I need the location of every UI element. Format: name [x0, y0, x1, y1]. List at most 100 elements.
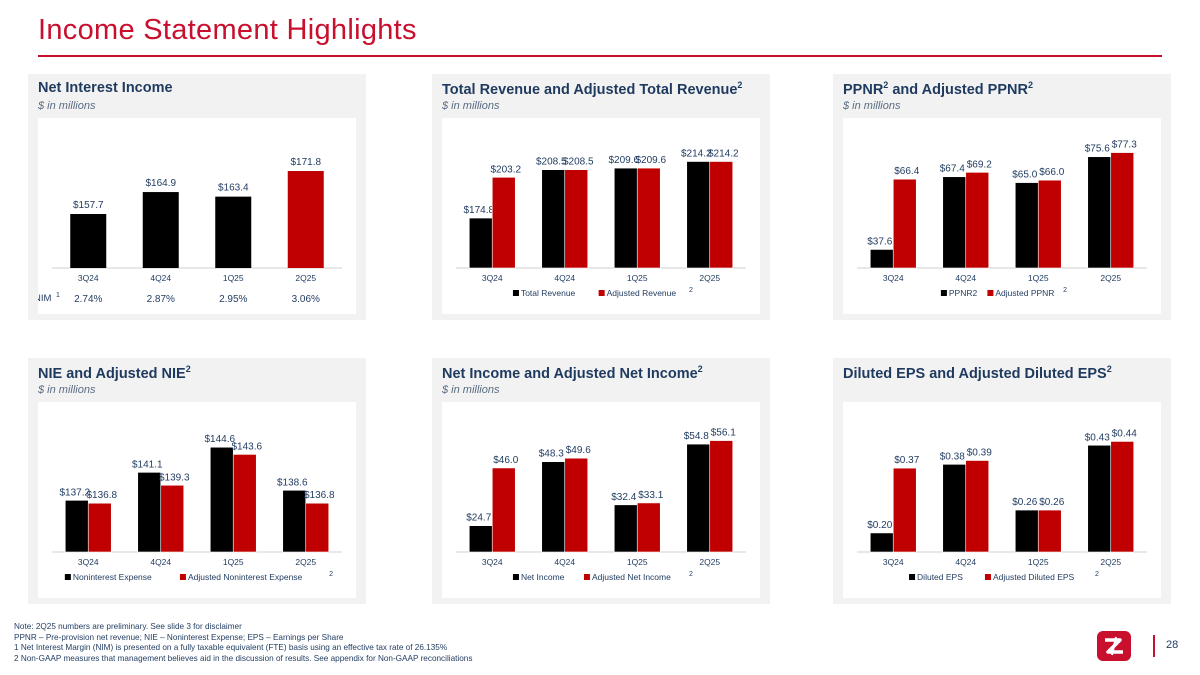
bar [287, 171, 324, 268]
bar [636, 167, 661, 269]
panel-title: Net Interest Income [38, 80, 173, 96]
tick-label: 3Q24 [78, 557, 99, 567]
bar [1037, 509, 1062, 553]
legend-label: Diluted EPS [917, 572, 963, 582]
bar [965, 460, 990, 553]
nie-chart: $137.2$136.83Q24$141.1$139.34Q24$144.6$1… [52, 434, 342, 582]
data-label: $69.2 [967, 159, 992, 170]
legend-superscript: 2 [689, 571, 693, 578]
footnote-line: 2 Non-GAAP measures that management beli… [14, 653, 473, 663]
bar [613, 167, 638, 269]
legend-label: Noninterest Expense [73, 572, 152, 582]
chart-area: $137.2 $136.8 3Q24 $141.1 $139.3 4Q24 $144.6 $1… [38, 402, 356, 598]
data-label: $208.5 [563, 157, 594, 168]
data-label: $139.3 [159, 472, 190, 483]
bar [87, 502, 112, 553]
data-label: $65.0 [1012, 170, 1037, 181]
legend-swatch [583, 574, 590, 580]
nim-value: 2.95% [219, 294, 247, 305]
data-label: $46.0 [493, 455, 518, 466]
tick-label: 2Q25 [1100, 273, 1121, 283]
bar [1014, 182, 1039, 269]
data-label: $144.6 [204, 434, 235, 445]
legend-swatch [940, 290, 947, 296]
bar [564, 169, 589, 269]
data-label: $143.6 [231, 441, 262, 452]
tick-label: 3Q24 [883, 273, 904, 283]
bar [232, 454, 257, 553]
bar [1014, 509, 1039, 553]
tick-label: 1Q25 [223, 273, 244, 283]
data-label: $0.26 [1012, 497, 1037, 508]
bar [709, 440, 734, 553]
tick-label: 3Q24 [78, 273, 99, 283]
tick-label: 2Q25 [295, 273, 316, 283]
panel-title: Diluted EPS and Adjusted Diluted EPS2 [843, 364, 1112, 382]
data-label: $54.8 [684, 431, 709, 442]
bar [64, 500, 89, 553]
legend-label: Adjusted Revenue [607, 288, 677, 298]
bar [942, 464, 967, 553]
panel-title: Net Income and Adjusted Net Income2 [442, 364, 703, 382]
data-label: $66.0 [1039, 167, 1064, 178]
tick-label: 4Q24 [150, 273, 171, 283]
chart-area: $174.8 $203.2 3Q24 $208.5 $208.5 4Q24 $209.6 $2… [442, 118, 760, 314]
bar [892, 467, 917, 553]
legend-label: Adjusted Noninterest Expense [188, 572, 303, 582]
company-logo-icon [1097, 631, 1131, 661]
net-interest-income-chart: $157.7 3Q24 $164.9 4Q24 $163.4 1Q25 $171.8 2Q25… [38, 157, 342, 305]
panel-subtitle: $ in millions [843, 100, 901, 112]
data-label: $0.44 [1112, 428, 1137, 439]
footnotes: Note: 2Q25 numbers are preliminary. See … [14, 622, 472, 664]
panel-subtitle: $ in millions [38, 384, 96, 396]
tick-label: 3Q24 [883, 557, 904, 567]
data-label: $164.9 [145, 178, 176, 189]
panel-subtitle: $ in millions [38, 100, 96, 112]
bar [541, 461, 566, 553]
panel-nie: NIE and Adjusted NIE2 $ in millions $137… [28, 358, 366, 604]
tick-label: 3Q24 [482, 273, 503, 283]
page-number: 28 [1166, 639, 1179, 651]
footnote-line: PPNR – Pre-provision net revenue; NIE – … [14, 632, 344, 642]
data-label: $208.5 [536, 157, 567, 168]
chart-area: $37.6 $66.4 3Q24 $67.4 $69.2 4Q24 $65.0 $66.0 1Q… [843, 118, 1161, 314]
data-label: $136.8 [304, 490, 335, 501]
legend-swatch [984, 574, 991, 580]
data-label: $56.1 [711, 428, 736, 439]
panel-title: NIE and Adjusted NIE2 [38, 364, 191, 382]
bar [869, 249, 894, 269]
data-label: $0.39 [967, 448, 992, 459]
data-label: $209.6 [635, 155, 666, 166]
bar [686, 161, 711, 269]
bar [636, 502, 661, 553]
legend-swatch [909, 574, 916, 580]
data-label: $214.2 [708, 149, 739, 160]
tick-label: 2Q25 [1100, 557, 1121, 567]
legend-label: Adjusted Diluted EPS [993, 572, 1075, 582]
tick-label: 2Q25 [699, 273, 720, 283]
tick-label: 3Q24 [482, 557, 503, 567]
net-income-chart: $24.7 $46.0 3Q24 $48.3 $49.6 4Q24 $32.4 $33.1 1Q… [456, 428, 746, 582]
data-label: $214.2 [681, 149, 712, 160]
bar [709, 161, 734, 269]
nim-superscript: 1 [56, 292, 60, 299]
data-label: $137.2 [59, 487, 90, 498]
data-label: $174.8 [463, 205, 494, 216]
panel-total-revenue: Total Revenue and Adjusted Total Revenue… [432, 74, 770, 320]
footnote-line: 1 Net Interest Margin (NIM) is presented… [14, 643, 448, 653]
total-revenue-chart: $174.8$203.23Q24$208.5$208.54Q24$209.6$2… [456, 149, 746, 298]
data-label: $49.6 [566, 445, 591, 456]
data-label: $77.3 [1112, 140, 1137, 151]
bar [1110, 441, 1135, 553]
bar [468, 525, 493, 553]
chart-area: $24.7 $46.0 3Q24 $48.3 $49.6 4Q24 $32.4 $33.1 1Q… [442, 402, 760, 598]
bar [491, 467, 516, 553]
panel-subtitle: $ in millions [442, 384, 500, 396]
bar [142, 192, 179, 268]
nim-value: 3.06% [292, 294, 320, 305]
data-label: $32.4 [611, 492, 636, 503]
panel-net-interest-income: Net Interest Income $ in millions $157.7… [28, 74, 366, 320]
legend-swatch [987, 290, 994, 296]
data-label: $209.6 [608, 155, 639, 166]
bar [70, 214, 107, 268]
